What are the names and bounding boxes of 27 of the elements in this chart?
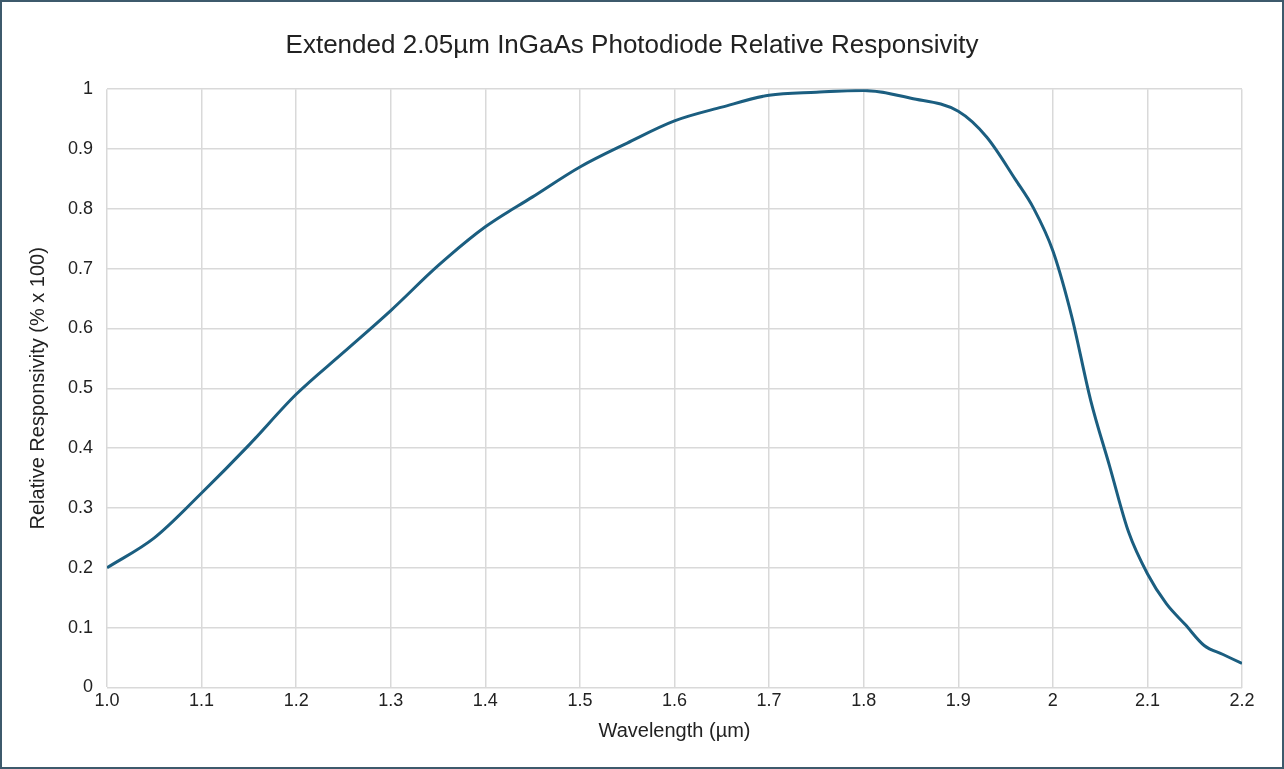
y-tick-label: 0.7	[67, 257, 94, 278]
x-tick-label: 1.9	[945, 690, 971, 711]
y-tick-label: 1	[83, 78, 94, 99]
x-tick-label: 1.7	[756, 690, 782, 711]
x-tick-label: 1.6	[662, 690, 688, 711]
y-tick-label: 0.9	[67, 137, 94, 158]
y-tick-label: 0.3	[67, 496, 94, 517]
y-tick-label: 0.1	[67, 616, 94, 637]
x-tick-label: 2	[1047, 690, 1058, 711]
y-axis-title: Relative Responsivity (% x 100)	[25, 247, 48, 530]
y-tick-label: 0.6	[67, 317, 94, 338]
x-tick-label: 2.2	[1229, 690, 1255, 711]
y-tick-label: 0.5	[67, 377, 94, 398]
x-tick-label: 1.8	[851, 690, 877, 711]
x-tick-label: 1.1	[189, 690, 215, 711]
chart-title: Extended 2.05µm InGaAs Photodiode Relative Responsivity	[285, 28, 979, 59]
x-tick-label: 2.1	[1134, 690, 1160, 711]
y-tick-label: 0.2	[67, 556, 94, 577]
x-tick-label: 1.2	[283, 690, 309, 711]
x-tick-label: 1.3	[378, 690, 404, 711]
x-axis-title: Wavelength (µm)	[598, 718, 751, 741]
x-tick-label: 1.4	[472, 690, 498, 711]
y-tick-label: 0	[83, 676, 94, 697]
x-tick-label: 1.0	[94, 690, 120, 711]
x-tick-label: 1.5	[567, 690, 593, 711]
y-tick-label: 0.8	[67, 197, 94, 218]
y-tick-label: 0.4	[67, 437, 94, 458]
